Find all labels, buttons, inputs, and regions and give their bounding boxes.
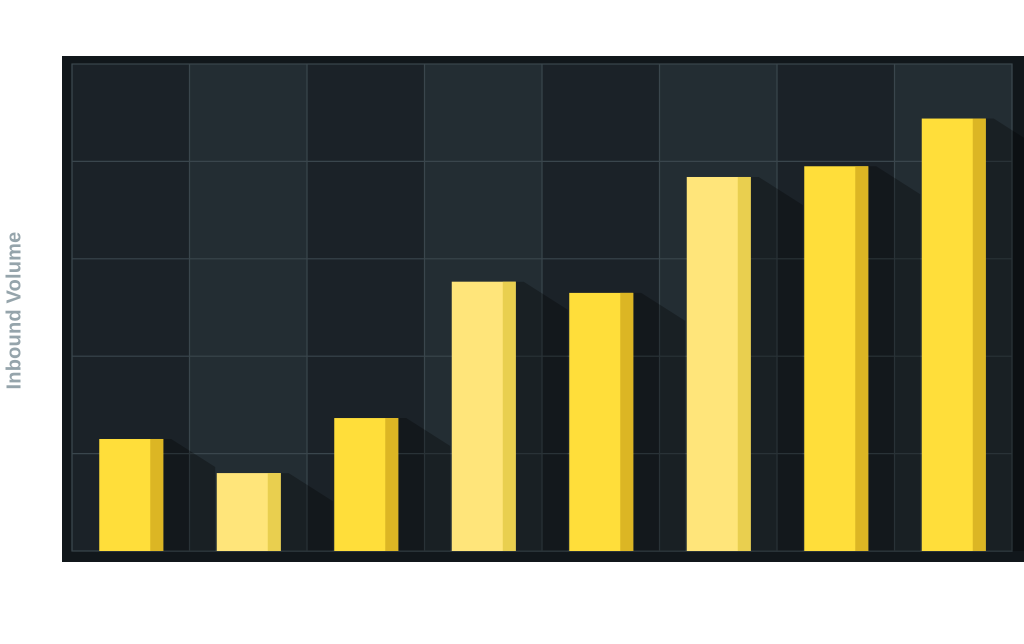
bar (569, 292, 634, 551)
bar-shadow (163, 438, 216, 551)
bar-side (150, 438, 164, 551)
y-axis-label-wrap: Inbound Volume (0, 100, 30, 520)
bar (334, 418, 399, 551)
bar (804, 166, 869, 551)
bar (686, 176, 751, 551)
bar-side (502, 281, 516, 551)
bar-shadow (985, 118, 1024, 551)
bar-side (855, 166, 869, 551)
plot-band (189, 64, 307, 551)
bar-shadow (868, 166, 921, 551)
bar-side (267, 473, 281, 551)
plot-border (71, 63, 1013, 552)
bar-side (385, 418, 399, 551)
bar (99, 438, 164, 551)
bar (451, 281, 516, 551)
bar-shadow (398, 418, 451, 551)
bar-side (972, 118, 986, 551)
bar-shadow (750, 176, 803, 551)
bar-shadow (280, 473, 333, 551)
bar (921, 118, 986, 551)
bar-side (620, 292, 634, 551)
bar (216, 473, 281, 551)
bar-shadow (515, 281, 568, 551)
y-axis-label: Inbound Volume (3, 231, 26, 389)
bar-side (737, 176, 751, 551)
bar-shadow (633, 292, 686, 551)
